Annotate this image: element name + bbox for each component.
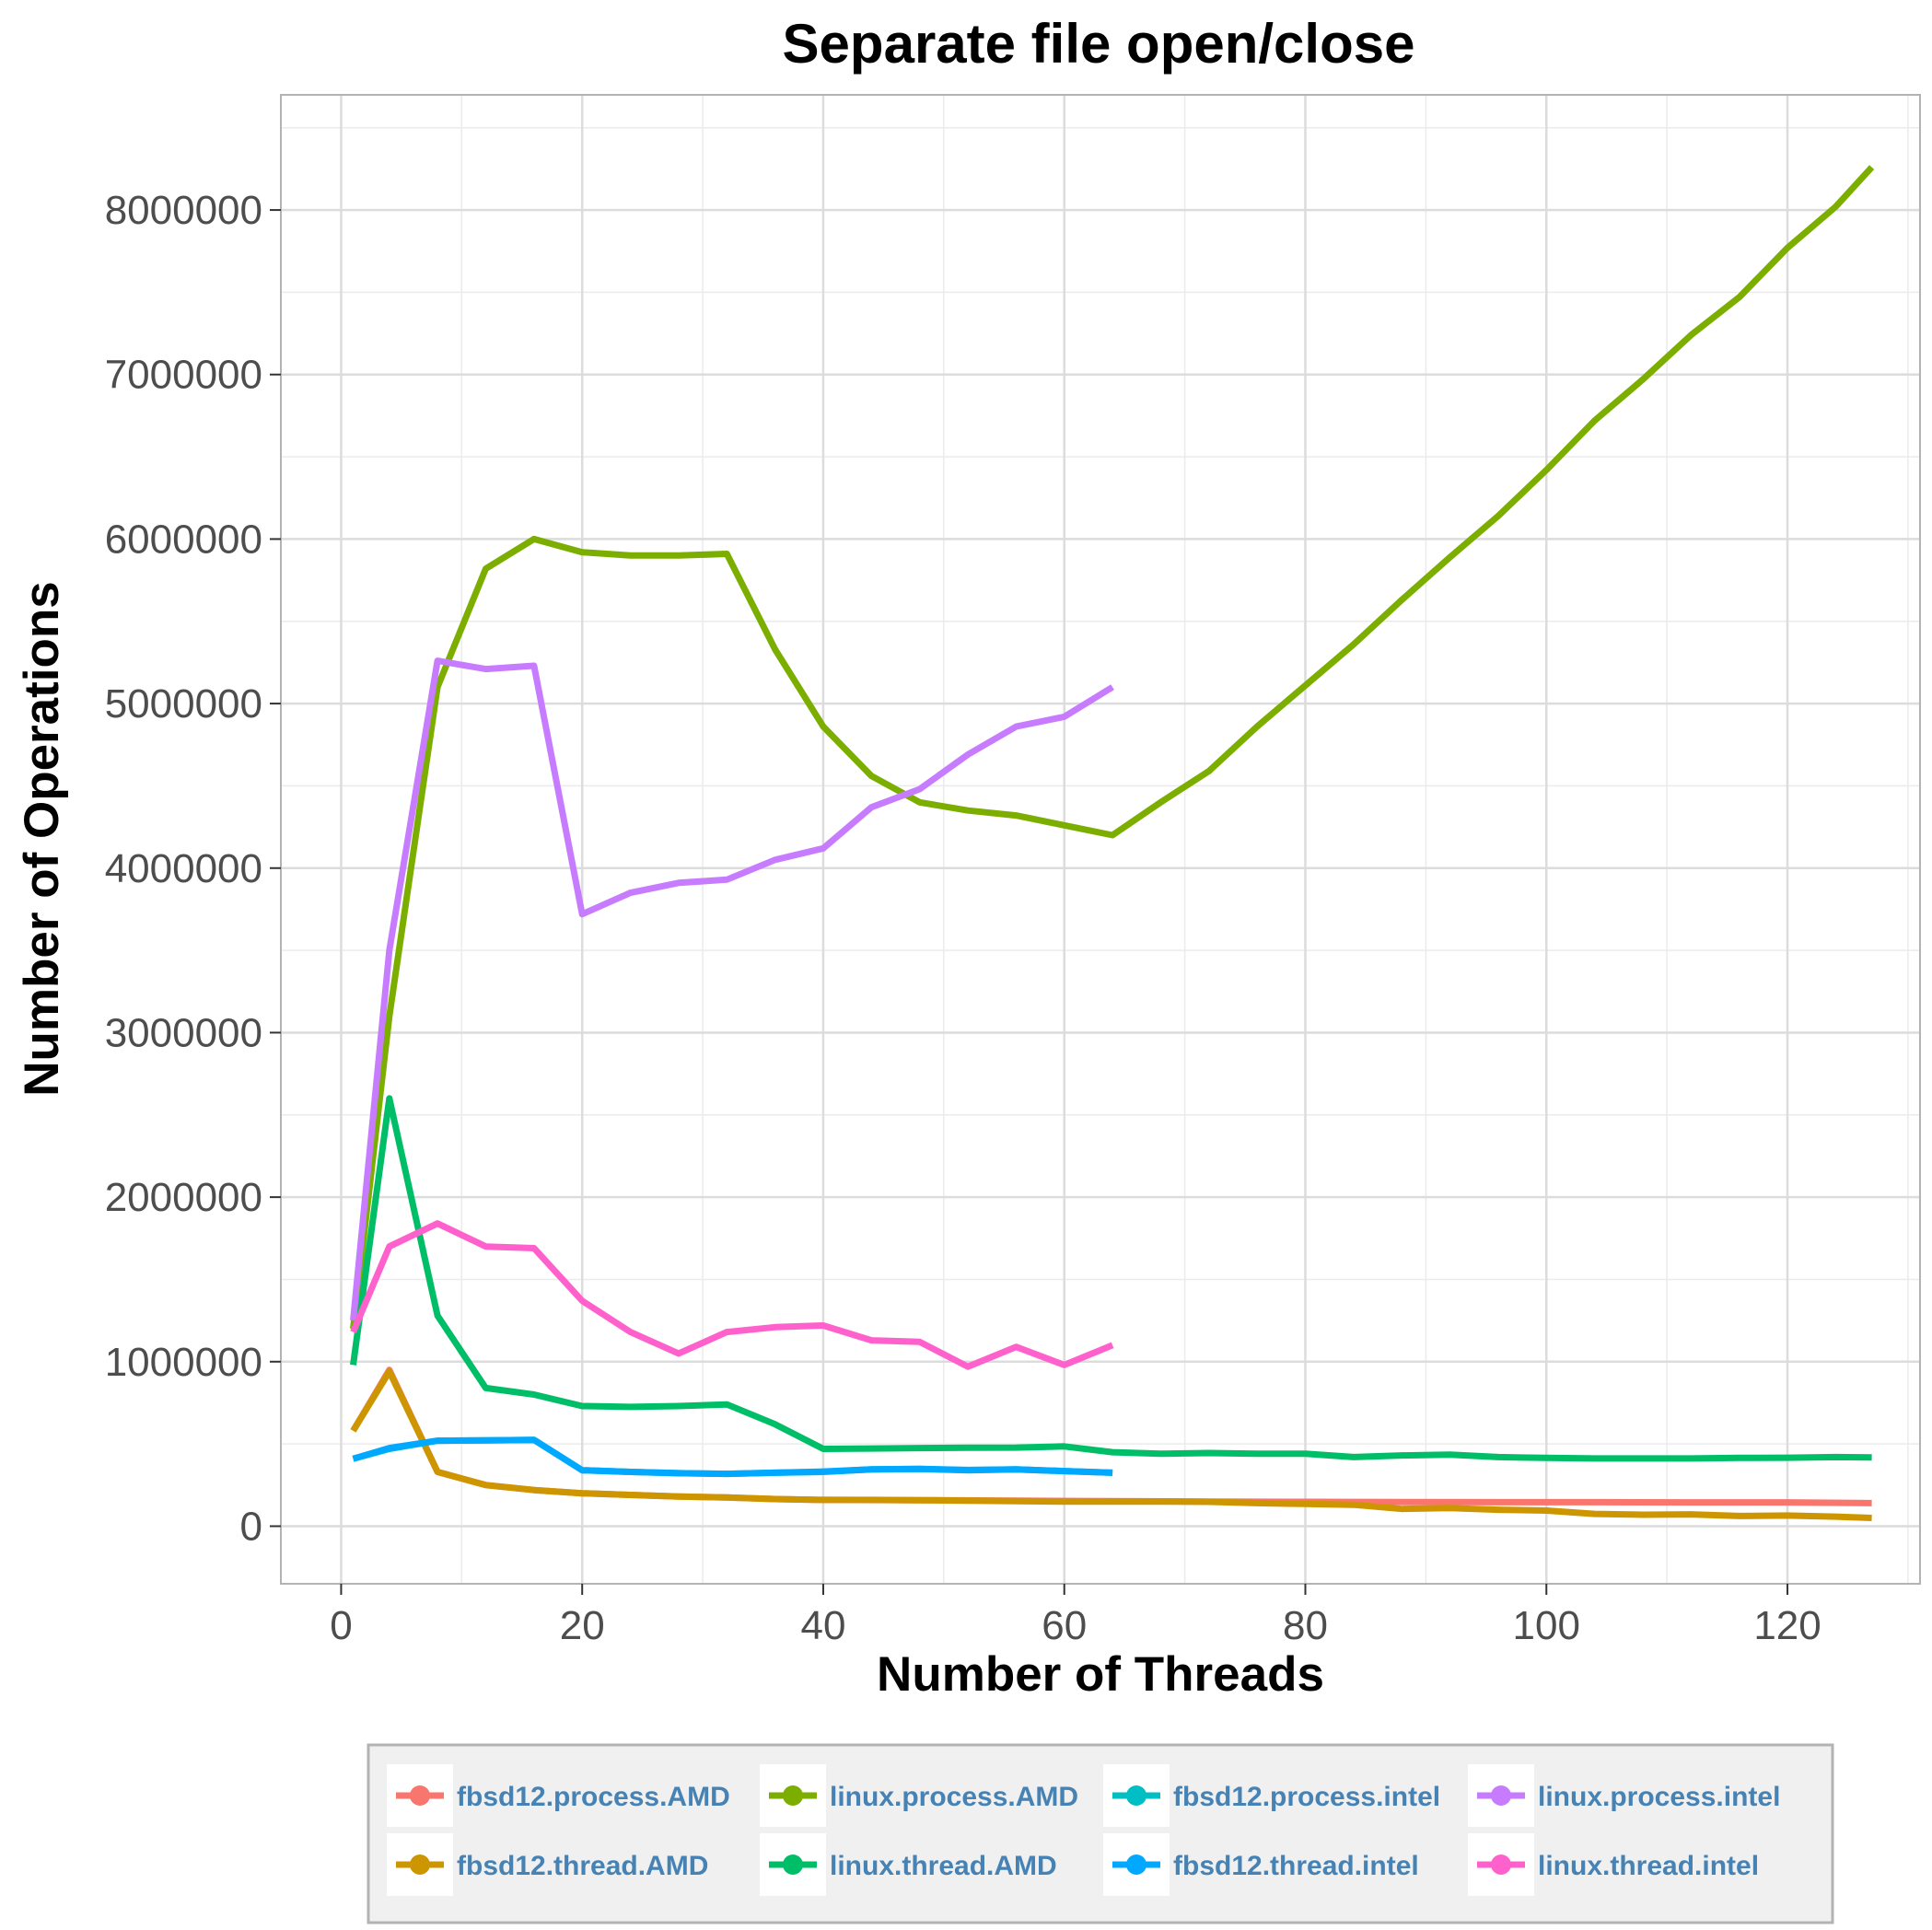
legend-key-point	[1491, 1785, 1511, 1806]
legend-item[interactable]: linux.process.intel	[1468, 1764, 1780, 1827]
x-tick-label: 80	[1283, 1603, 1328, 1648]
legend-label: fbsd12.process.AMD	[457, 1782, 730, 1812]
series-line-linux.process.intel	[350, 657, 1114, 1321]
legend-label: fbsd12.process.intel	[1173, 1782, 1440, 1812]
legend-item[interactable]: fbsd12.thread.intel	[1103, 1833, 1419, 1896]
legend-item[interactable]: fbsd12.thread.AMD	[387, 1833, 708, 1896]
chart-title: Separate file open/close	[783, 13, 1415, 75]
legend-key-point	[1126, 1785, 1146, 1806]
series-line-linux.thread.AMD	[350, 1095, 1872, 1462]
series-line-linux.thread.intel	[350, 1220, 1114, 1370]
series-line-linux.process.AMD	[350, 165, 1875, 1330]
y-tick-label: 7000000	[105, 353, 262, 398]
legend-item[interactable]: linux.process.AMD	[760, 1764, 1078, 1827]
series-line-fbsd12.thread.intel	[352, 1436, 1113, 1478]
series-lines	[350, 165, 1875, 1521]
x-tick-label: 0	[330, 1603, 352, 1648]
legend-label: fbsd12.thread.AMD	[457, 1851, 708, 1881]
legend-label: fbsd12.thread.intel	[1173, 1851, 1419, 1881]
legend-label: linux.process.AMD	[830, 1782, 1078, 1812]
x-tick-label: 40	[800, 1603, 845, 1648]
legend-item[interactable]: fbsd12.process.intel	[1103, 1764, 1440, 1827]
y-tick-label: 6000000	[105, 517, 262, 562]
series-line-fbsd12.thread.AMD	[350, 1368, 1872, 1521]
legend-key-point	[783, 1854, 803, 1875]
legend-key-point	[1126, 1854, 1146, 1875]
legend-label: linux.thread.AMD	[830, 1851, 1057, 1881]
y-axis-ticks: 0 1000000 2000000 3000000 4000000 5000000 6000…	[105, 188, 281, 1549]
legend-key-point	[410, 1785, 430, 1806]
y-tick-label: 4000000	[105, 846, 262, 891]
x-tick-label: 100	[1513, 1603, 1580, 1648]
y-axis-title: Number of Operations	[15, 581, 69, 1097]
legend-background	[367, 1743, 1834, 1924]
legend-key-point	[1491, 1854, 1511, 1875]
y-tick-label: 3000000	[105, 1010, 262, 1055]
x-axis-title: Number of Threads	[877, 1647, 1324, 1702]
plot-panel	[280, 94, 1921, 1585]
x-tick-label: 60	[1042, 1603, 1087, 1648]
x-axis-ticks: 0 20 40 60 80 100 120	[330, 1584, 1821, 1648]
legend-label: linux.thread.intel	[1538, 1851, 1759, 1881]
y-tick-label: 1000000	[105, 1340, 262, 1385]
legend-key-point	[410, 1854, 430, 1875]
legend-label: linux.process.intel	[1538, 1782, 1780, 1812]
y-tick-label: 5000000	[105, 681, 262, 727]
y-tick-label: 2000000	[105, 1175, 262, 1220]
legend-item[interactable]: linux.thread.intel	[1468, 1833, 1759, 1896]
y-tick-label: 0	[240, 1504, 262, 1549]
y-tick-label: 8000000	[105, 188, 262, 233]
legend-item[interactable]: fbsd12.process.AMD	[387, 1764, 730, 1827]
legend: fbsd12.process.AMD fbsd12.thread.AMD linux…	[367, 1743, 1834, 1924]
x-tick-label: 120	[1753, 1603, 1821, 1648]
legend-key-point	[783, 1785, 803, 1806]
legend-item[interactable]: linux.thread.AMD	[760, 1833, 1057, 1896]
x-tick-label: 20	[560, 1603, 605, 1648]
major-gridlines	[281, 95, 1920, 1584]
